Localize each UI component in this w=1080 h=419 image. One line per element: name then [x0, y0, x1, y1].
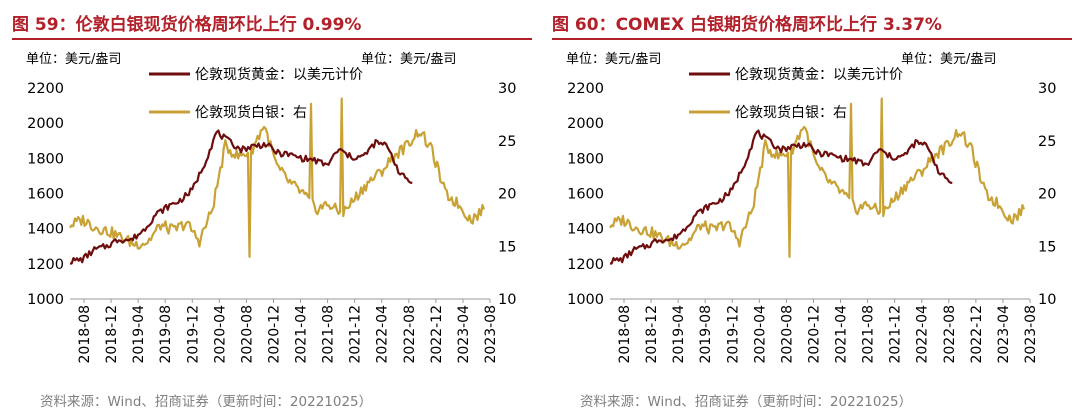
x-tick-label: 2022-04	[915, 305, 931, 364]
legend-label-silver: 伦敦现货白银：右	[735, 104, 847, 121]
y-right-tick-label: 30	[498, 81, 516, 97]
source-note: 资料来源：Wind、招商证券（更新时间：20221025）	[580, 394, 913, 410]
x-tick-label: 2021-04	[834, 305, 850, 364]
y-left-tick-label: 2200	[567, 81, 604, 97]
x-tick-label: 2018-08	[617, 305, 633, 364]
x-tick-label: 2022-12	[969, 305, 985, 364]
x-tick-label: 2022-12	[429, 305, 445, 364]
series-line-silver	[69, 97, 486, 258]
chart-title: 图 60：COMEX 白银期货价格周环比上行 3.37%	[552, 15, 942, 35]
y-right-tick-label: 25	[498, 134, 516, 150]
y-left-tick-label: 1600	[27, 187, 64, 203]
x-tick-label: 2023-04	[996, 305, 1012, 364]
x-tick-label: 2022-04	[375, 305, 391, 364]
x-tick-label: 2019-12	[185, 305, 201, 364]
y-left-unit-label: 单位：美元/盎司	[566, 52, 661, 67]
chart-panel-left: 图 59：伦敦白银现货价格周环比上行 0.99% 1000 1200 1400 160…	[12, 0, 542, 419]
legend-label-gold: 伦敦现货黄金：以美元计价	[195, 66, 363, 83]
x-tick-label: 2023-08	[483, 305, 499, 364]
x-tick-label: 2022-08	[402, 305, 418, 364]
y-left-tick-label: 1800	[567, 151, 604, 167]
y-right-unit-label: 单位：美元/盎司	[901, 52, 996, 67]
x-tick-label: 2023-08	[1023, 305, 1039, 364]
x-tick-label: 2018-12	[104, 305, 120, 364]
legend-label-silver: 伦敦现货白银：右	[195, 104, 307, 121]
x-tick-label: 2023-04	[456, 305, 472, 364]
y-right-unit-label: 单位：美元/盎司	[361, 52, 456, 67]
series-line-gold	[609, 129, 953, 265]
x-tick-label: 2021-04	[294, 305, 310, 364]
title-underline	[552, 38, 1072, 40]
x-tick-label: 2020-08	[779, 305, 795, 364]
y-left-tick-label: 1000	[567, 292, 604, 308]
y-left-tick-label: 1200	[567, 257, 604, 273]
y-right-tick-label: 20	[498, 187, 516, 203]
y-left-tick-label: 1000	[27, 292, 64, 308]
y-left-tick-label: 2000	[567, 116, 604, 132]
x-tick-label: 2021-08	[321, 305, 337, 364]
y-left-tick-label: 1200	[27, 257, 64, 273]
x-tick-label: 2019-04	[671, 305, 687, 364]
y-left-tick-label: 2200	[27, 81, 64, 97]
x-tick-label: 2020-04	[752, 305, 768, 364]
x-tick-label: 2020-04	[212, 305, 228, 364]
y-left-tick-label: 1600	[567, 187, 604, 203]
y-right-tick-label: 25	[1038, 134, 1056, 150]
x-tick-label: 2019-08	[698, 305, 714, 364]
chart-title: 图 59：伦敦白银现货价格周环比上行 0.99%	[12, 15, 362, 35]
chart-panel-right: 图 60：COMEX 白银期货价格周环比上行 3.37% 1000 1200 140…	[552, 0, 1080, 419]
y-left-tick-label: 1400	[27, 222, 64, 238]
x-tick-label: 2021-12	[348, 305, 364, 364]
series-line-gold	[69, 129, 413, 265]
series-line-silver	[609, 97, 1026, 258]
x-tick-label: 2022-08	[942, 305, 958, 364]
y-right-tick-label: 15	[1038, 239, 1056, 255]
x-tick-label: 2018-12	[644, 305, 660, 364]
y-left-tick-label: 1400	[567, 222, 604, 238]
x-tick-label: 2019-08	[158, 305, 174, 364]
x-tick-label: 2021-12	[888, 305, 904, 364]
x-tick-label: 2019-04	[131, 305, 147, 364]
y-right-tick-label: 30	[1038, 81, 1056, 97]
x-tick-label: 2020-12	[266, 305, 282, 364]
y-left-tick-label: 2000	[27, 116, 64, 132]
x-tick-label: 2020-08	[239, 305, 255, 364]
source-note: 资料来源：Wind、招商证券（更新时间：20221025）	[40, 394, 373, 410]
y-right-tick-label: 15	[498, 239, 516, 255]
title-underline	[12, 38, 532, 40]
x-tick-label: 2020-12	[806, 305, 822, 364]
y-right-tick-label: 20	[1038, 187, 1056, 203]
line-chart: 1000 1200 1400 1600 1800 2000 2200 10 15 20 25 30 单位…	[26, 52, 516, 364]
x-tick-label: 2021-08	[861, 305, 877, 364]
x-tick-label: 2019-12	[725, 305, 741, 364]
y-right-tick-label: 10	[1038, 292, 1056, 308]
y-right-tick-label: 10	[498, 292, 516, 308]
y-left-tick-label: 1800	[27, 151, 64, 167]
line-chart: 1000 1200 1400 1600 1800 2000 2200 10 15 20 25 30 单位…	[566, 52, 1056, 364]
legend-label-gold: 伦敦现货黄金：以美元计价	[735, 66, 903, 83]
x-tick-label: 2018-08	[77, 305, 93, 364]
y-left-unit-label: 单位：美元/盎司	[26, 52, 121, 67]
